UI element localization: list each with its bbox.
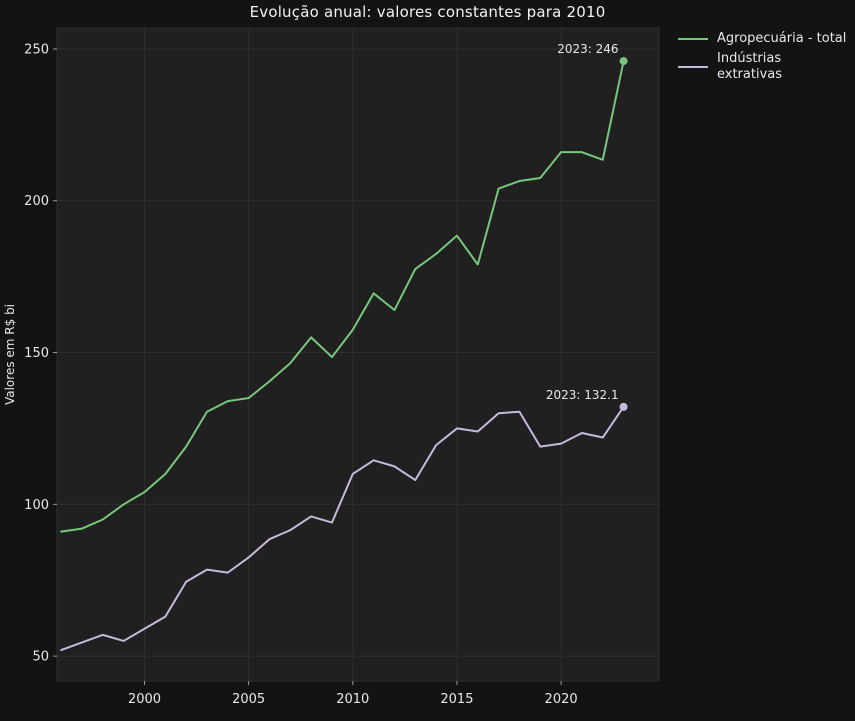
y-tick-label: 150: [24, 346, 49, 361]
annotation-label: 2023: 132.1: [546, 388, 619, 402]
chart-title: Evolução anual: valores constantes para …: [249, 3, 606, 21]
series-end-marker-1: [619, 402, 628, 411]
x-tick-label: 2015: [440, 692, 473, 707]
legend-label: Agropecuária - total: [717, 31, 847, 46]
legend-line-swatch-purple: [678, 66, 708, 68]
y-tick-label: 250: [24, 42, 49, 57]
x-tick-label: 2000: [128, 692, 161, 707]
plot-border: [56, 27, 660, 682]
y-axis-label: Valores em R$ bi: [3, 304, 17, 405]
legend-item-industrias-extrativas: Indústrias extrativas: [678, 51, 846, 83]
legend-line-swatch-green: [678, 38, 708, 40]
series-line-1: [60, 405, 625, 652]
annotation-label: 2023: 246: [557, 42, 618, 56]
legend-item-agropecuaria: Agropecuária - total: [678, 31, 846, 47]
legend-label: Indústrias extrativas: [717, 51, 783, 82]
x-tick-label: 2005: [232, 692, 265, 707]
x-tick-label: 2020: [545, 692, 578, 707]
series-line-0: [60, 60, 625, 533]
legend: Agropecuária - total Indústrias extrativ…: [678, 31, 846, 83]
y-tick-label: 200: [24, 194, 49, 209]
series-end-marker-0: [619, 57, 628, 66]
x-tick-label: 2010: [336, 692, 369, 707]
plot-area: [57, 28, 659, 681]
y-tick-label: 100: [24, 498, 49, 513]
y-tick-label: 50: [32, 650, 49, 665]
